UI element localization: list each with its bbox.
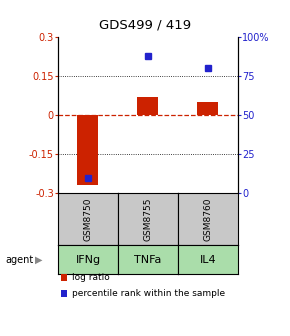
Bar bbox=[77, 115, 98, 185]
Bar bbox=[137, 97, 158, 115]
Text: ▶: ▶ bbox=[35, 255, 43, 264]
Text: GSM8760: GSM8760 bbox=[203, 198, 212, 241]
Text: log ratio: log ratio bbox=[72, 273, 109, 282]
Text: IFNg: IFNg bbox=[75, 255, 101, 264]
Text: IL4: IL4 bbox=[200, 255, 216, 264]
Bar bbox=[197, 102, 218, 115]
Text: GDS499 / 419: GDS499 / 419 bbox=[99, 18, 191, 32]
Text: agent: agent bbox=[6, 255, 34, 264]
Text: TNFa: TNFa bbox=[134, 255, 162, 264]
Text: GSM8755: GSM8755 bbox=[143, 198, 153, 241]
Text: GSM8750: GSM8750 bbox=[84, 198, 93, 241]
Text: percentile rank within the sample: percentile rank within the sample bbox=[72, 289, 225, 298]
